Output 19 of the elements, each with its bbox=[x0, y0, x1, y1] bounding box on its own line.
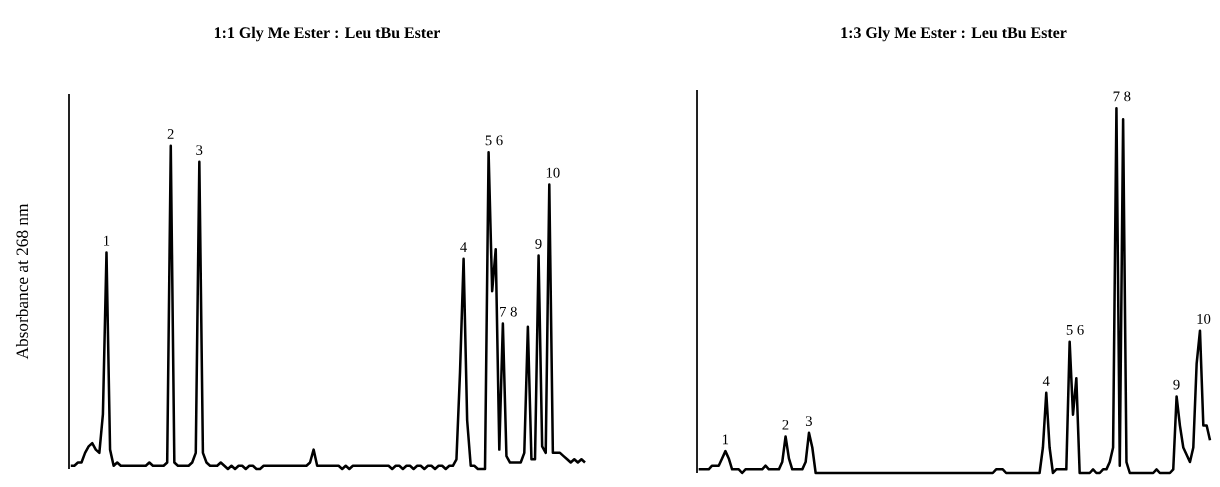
annotation: 4 bbox=[1042, 376, 1050, 386]
annotation: 4 bbox=[460, 242, 467, 252]
annotation: 1 bbox=[722, 434, 729, 445]
annotation: 7 8 bbox=[500, 306, 517, 317]
annotation: 9 bbox=[535, 238, 542, 249]
chart-title: 1:3 Gly Me Ester : Leu tBu Ester bbox=[841, 26, 1067, 42]
annotation: 10 bbox=[546, 167, 560, 178]
annotation: 2 bbox=[782, 419, 789, 430]
annotation: 5 6 bbox=[1066, 324, 1084, 335]
annotation: 1 bbox=[104, 235, 110, 246]
annotation: 3 bbox=[805, 416, 812, 426]
annotation: 3 bbox=[196, 145, 203, 155]
annotation: 7 8 bbox=[1113, 91, 1131, 102]
annotation: 9 bbox=[1173, 379, 1180, 390]
annotation: 2 bbox=[167, 129, 174, 139]
y-axis-title: Absorbance at 268 nm bbox=[15, 203, 29, 360]
chart-title: 1:1 Gly Me Ester : Leu tBu Ester bbox=[214, 26, 440, 42]
annotation: 10 bbox=[1197, 313, 1211, 324]
annotation: 5 6 bbox=[485, 135, 503, 146]
